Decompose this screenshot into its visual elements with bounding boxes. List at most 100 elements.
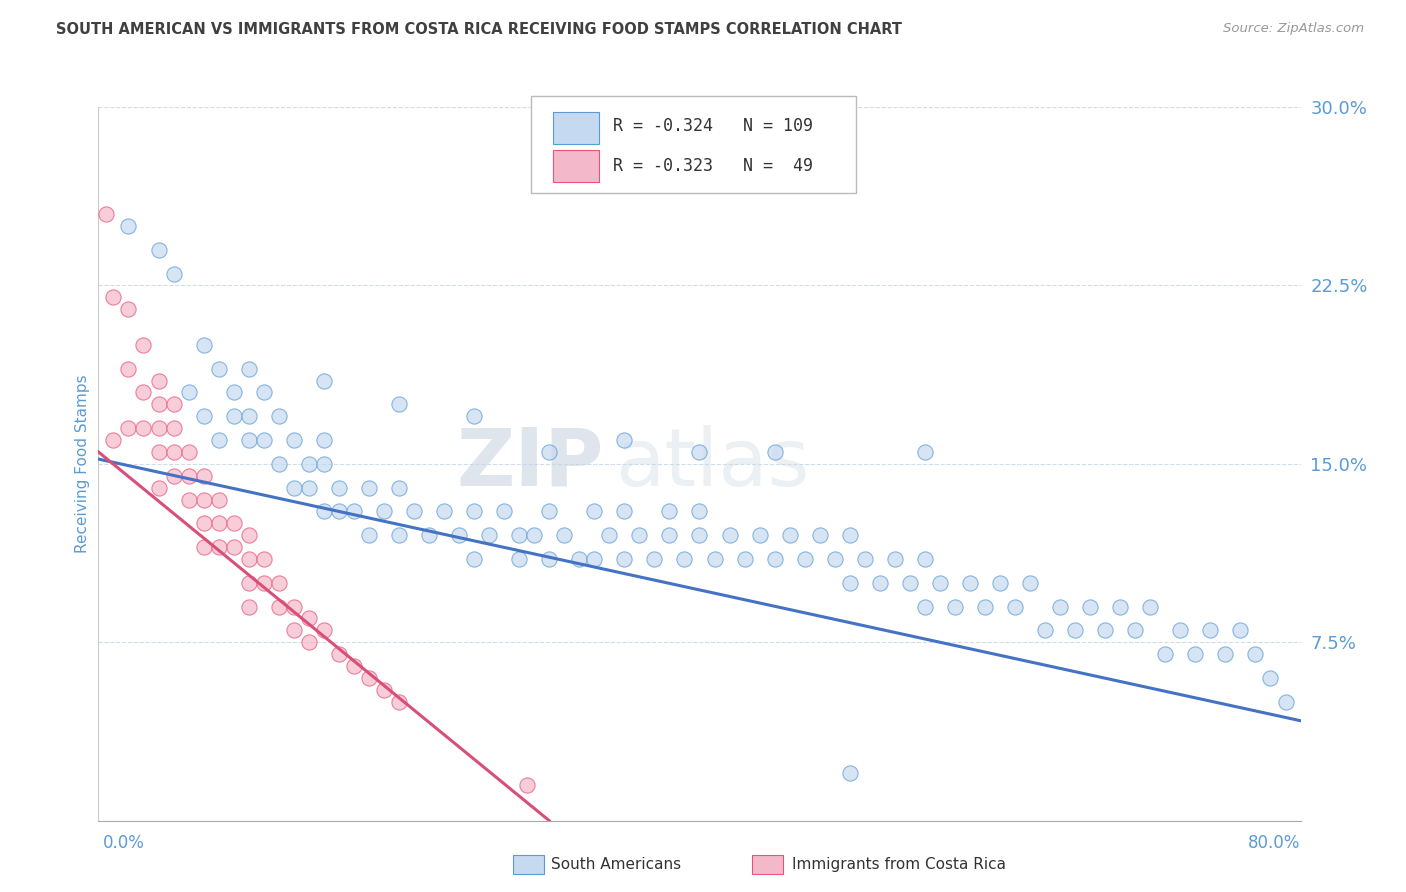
Point: [117, 219, 139, 233]
Point: [673, 552, 696, 566]
Point: [523, 528, 546, 542]
Point: [538, 445, 561, 459]
Point: [553, 528, 575, 542]
Text: R = -0.323   N =  49: R = -0.323 N = 49: [613, 157, 813, 175]
Point: [463, 504, 485, 518]
Point: [463, 409, 485, 424]
Point: [898, 575, 921, 590]
Bar: [553, 150, 599, 182]
Point: [208, 361, 231, 376]
Point: [1184, 647, 1206, 661]
Point: [1154, 647, 1177, 661]
Point: [298, 635, 321, 649]
Point: [959, 575, 981, 590]
Point: [328, 481, 350, 495]
Point: [177, 445, 200, 459]
Point: [914, 599, 936, 614]
Point: [148, 374, 170, 388]
Point: [328, 647, 350, 661]
Text: South Americans: South Americans: [551, 857, 682, 871]
Point: [1004, 599, 1026, 614]
Point: [779, 528, 801, 542]
Point: [162, 421, 184, 435]
Point: [613, 433, 636, 447]
Point: [162, 468, 184, 483]
Point: [494, 504, 516, 518]
Point: [808, 528, 831, 542]
Point: [103, 290, 125, 304]
Point: [763, 552, 786, 566]
Point: [208, 540, 231, 554]
Point: [312, 433, 335, 447]
Point: [117, 361, 139, 376]
Point: [613, 552, 636, 566]
Text: ZIP: ZIP: [456, 425, 603, 503]
Point: [193, 409, 215, 424]
Point: [312, 374, 335, 388]
Point: [177, 385, 200, 400]
Point: [1139, 599, 1161, 614]
Bar: [531, 96, 856, 193]
Point: [1244, 647, 1267, 661]
Point: [703, 552, 725, 566]
Point: [598, 528, 620, 542]
Point: [1064, 624, 1087, 638]
Point: [117, 302, 139, 317]
Point: [357, 481, 380, 495]
Text: atlas: atlas: [616, 425, 810, 503]
Text: 0.0%: 0.0%: [103, 834, 145, 852]
Point: [193, 516, 215, 531]
Point: [1033, 624, 1056, 638]
Point: [508, 552, 530, 566]
Point: [402, 504, 425, 518]
Point: [568, 552, 591, 566]
Point: [132, 385, 155, 400]
Point: [298, 611, 321, 625]
Point: [267, 575, 290, 590]
Point: [283, 599, 305, 614]
Point: [478, 528, 501, 542]
Text: R = -0.324   N = 109: R = -0.324 N = 109: [613, 118, 813, 136]
Point: [914, 552, 936, 566]
Point: [914, 445, 936, 459]
Point: [658, 504, 681, 518]
Point: [1109, 599, 1132, 614]
Point: [222, 409, 245, 424]
Point: [869, 575, 891, 590]
Point: [824, 552, 846, 566]
Point: [1215, 647, 1237, 661]
Point: [253, 385, 276, 400]
Point: [253, 575, 276, 590]
Text: 80.0%: 80.0%: [1249, 834, 1301, 852]
Point: [538, 552, 561, 566]
Point: [267, 457, 290, 471]
Point: [238, 361, 260, 376]
Point: [222, 385, 245, 400]
Point: [312, 624, 335, 638]
Point: [357, 528, 380, 542]
Point: [388, 695, 411, 709]
Point: [132, 338, 155, 352]
Point: [117, 421, 139, 435]
Point: [193, 540, 215, 554]
Point: [1170, 624, 1192, 638]
Point: [1019, 575, 1042, 590]
Point: [162, 267, 184, 281]
Point: [298, 481, 321, 495]
Point: [148, 397, 170, 411]
Point: [853, 552, 876, 566]
Point: [193, 468, 215, 483]
Point: [222, 540, 245, 554]
Point: [283, 433, 305, 447]
Point: [267, 409, 290, 424]
Point: [388, 528, 411, 542]
Point: [433, 504, 456, 518]
Point: [643, 552, 665, 566]
Point: [929, 575, 952, 590]
Point: [238, 552, 260, 566]
Point: [267, 599, 290, 614]
Point: [357, 671, 380, 685]
Point: [373, 682, 395, 697]
Point: [943, 599, 966, 614]
Point: [463, 552, 485, 566]
